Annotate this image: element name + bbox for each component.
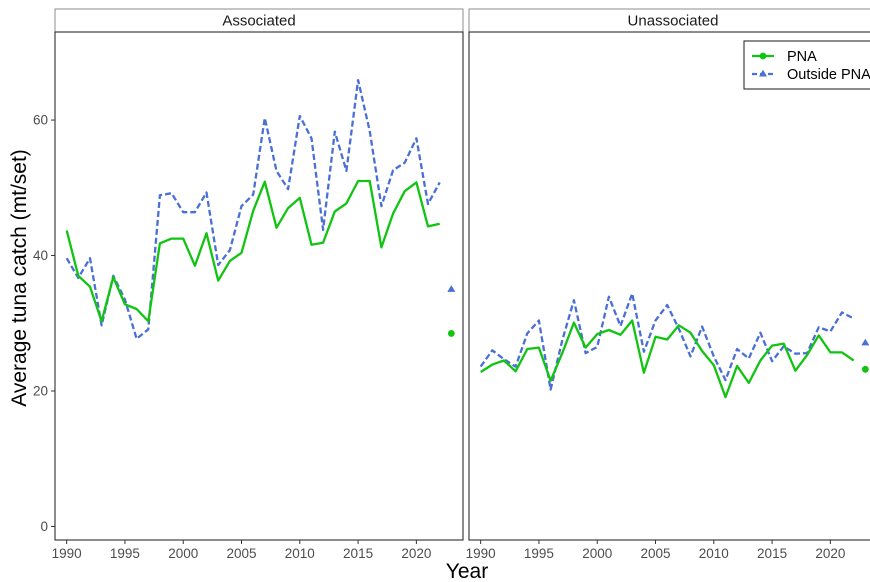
x-tick-label: 2015	[757, 546, 787, 561]
x-tick-label: 2015	[343, 546, 373, 561]
legend-key-marker	[759, 52, 767, 60]
panel-associated: Associated 0 20 40 60 1990 1995 2000 2005 2010 201…	[33, 8, 464, 561]
legend-box	[743, 40, 870, 90]
x-tick-label: 2020	[815, 546, 845, 561]
x-axis-title: Year	[446, 560, 488, 582]
x-tick-label: 2010	[699, 546, 729, 561]
x-tick-label: 2005	[640, 546, 670, 561]
series-point-outside-pna	[861, 338, 870, 346]
series-line-pna	[480, 319, 855, 399]
series-line-pna	[65, 179, 440, 323]
x-tick-label: 1990	[52, 546, 82, 561]
x-tick-label: 2010	[285, 546, 315, 561]
x-tick-label: 2000	[168, 546, 198, 561]
x-tick-label: 2005	[226, 546, 256, 561]
y-axis-title: Average tuna catch (mt/set)	[8, 149, 31, 407]
panel-border	[54, 31, 464, 541]
x-tick-label: 1995	[110, 546, 140, 561]
y-tick-label: 20	[33, 383, 48, 398]
series-line-outside-pna	[65, 78, 441, 340]
legend: PNA Outside PNA	[743, 40, 870, 90]
x-tick-label: 2000	[582, 546, 612, 561]
series-point-pna	[447, 330, 455, 337]
panels: Associated 0 20 40 60 1990 1995 2000 2005 2010 201…	[33, 8, 870, 561]
series-line-outside-pna	[479, 292, 855, 391]
x-tick-label: 2020	[401, 546, 431, 561]
legend-label: PNA	[787, 49, 817, 65]
facet-strip-label: Associated	[222, 13, 295, 30]
facet-strip-label: Unassociated	[628, 13, 719, 30]
series-point-pna	[861, 365, 869, 373]
legend-label: Outside PNA	[787, 67, 870, 83]
y-tick-label: 0	[40, 519, 48, 534]
legend-key-marker	[759, 69, 767, 77]
x-tick-label: 1990	[466, 546, 496, 561]
series-point-outside-pna	[447, 285, 456, 292]
y-tick-label: 60	[33, 113, 48, 128]
panel-unassociated: Unassociated 1990 1995 2000 2005 2010 2015 2020	[466, 8, 870, 561]
x-tick-label: 1995	[524, 546, 554, 561]
y-tick-label: 40	[33, 248, 48, 263]
panel-border	[468, 31, 870, 541]
